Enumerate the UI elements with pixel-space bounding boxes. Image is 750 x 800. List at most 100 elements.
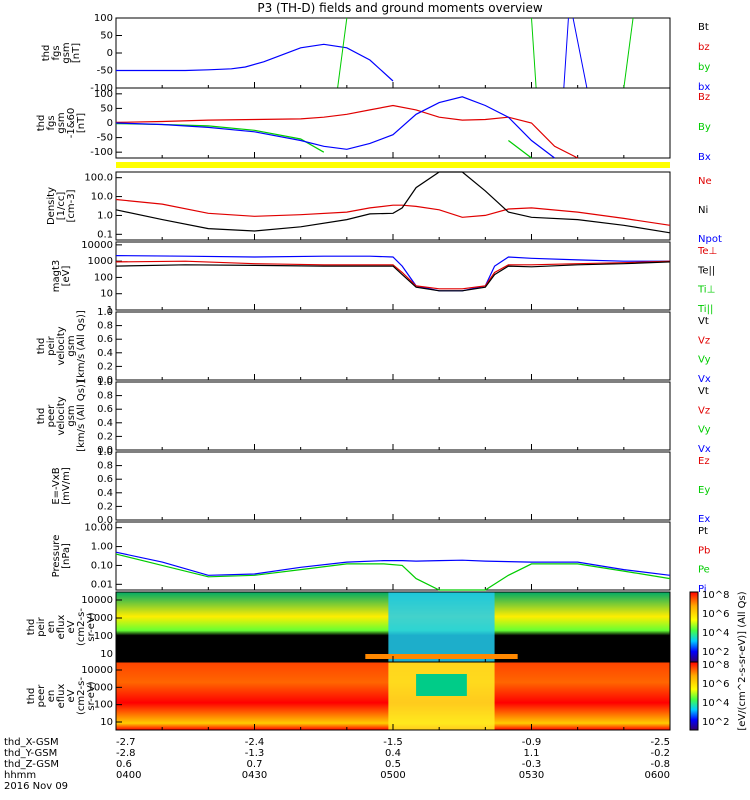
colorbar: 10^8 10^6 10^4 10^2 10^8 10^6 10^4 10^2 [eV/(cm^… <box>689 590 748 731</box>
legend-Vt: Vt <box>698 386 709 397</box>
y-axis-label-line: gsm <box>61 42 72 63</box>
y-axis-label-line: thd <box>26 688 37 705</box>
y-tick-label: 1 <box>107 305 113 316</box>
panel-fgs: 100 50 0 -50 -100 thdfgsgsm[nT] Bt bz by bx <box>41 13 710 94</box>
panel-density: 100.0 10.0 1.0 0.1 Density[1/cc][cm-3] Ne Ni Np… <box>46 171 722 245</box>
y-axis-label-line: peer <box>46 404 57 428</box>
y-axis-label: magt3[eV] <box>51 260 72 293</box>
series-bx-2 <box>563 17 588 89</box>
y-axis-label-line: magt3 <box>51 260 62 293</box>
footer-row-label: thd_Y-GSM <box>4 748 57 759</box>
footer-row-label: thd_Z-GSM <box>4 759 59 770</box>
y-tick-label: -100 <box>90 147 113 158</box>
legend-Ey: Ey <box>698 485 710 496</box>
y-axis-label-line: gsm <box>66 405 77 426</box>
y-axis-label: Density[1/cc][cm-3] <box>46 187 77 225</box>
footer-value: 0530 <box>519 770 544 781</box>
series-by-3 <box>623 17 634 89</box>
series-Bz <box>115 104 578 159</box>
y-tick-label: -50 <box>97 133 113 144</box>
footer-date: 2016 Nov 09 <box>4 781 68 792</box>
y-axis-label-line: gsm <box>66 335 77 356</box>
legend-Ti||: Ti|| <box>697 304 713 315</box>
legend-Bz: Bz <box>698 92 710 103</box>
y-axis-label-line: [eV] <box>61 266 72 287</box>
y-axis-label-line: [nPa] <box>61 543 72 569</box>
y-axis-label-line: velocity <box>56 326 67 365</box>
legend-Te⊥: Te⊥ <box>697 246 717 257</box>
legend-Ez: Ez <box>698 456 710 467</box>
y-axis-label-line: [km/s (All Qs)] <box>76 380 87 452</box>
y-axis-label: thdfgsgsm[nT] <box>41 42 82 63</box>
y-axis-label-line: thd <box>36 408 47 425</box>
y-axis-label-line: eflux <box>56 684 67 709</box>
y-axis-label-line: [nT] <box>71 43 82 63</box>
y-tick-label: 0.6 <box>97 404 113 415</box>
legend-Bt: Bt <box>698 22 709 33</box>
y-axis-label-line: eV <box>66 620 77 633</box>
y-tick-label: 100.0 <box>84 173 113 184</box>
y-tick-label: 10000 <box>81 665 113 676</box>
y-tick-label: 0.4 <box>97 348 113 359</box>
legend-Ti⊥: Ti⊥ <box>697 285 715 296</box>
panel-ve: 1.0 0.8 0.6 0.4 0.2 0.0 thdpeervelocitygsm[km/… <box>36 377 711 456</box>
footer-value: 0.6 <box>116 759 132 770</box>
y-axis-label: Pressure[nPa] <box>51 535 72 578</box>
figure-title: P3 (TH-D) fields and ground moments over… <box>257 1 542 15</box>
legend-Vy: Vy <box>698 425 711 436</box>
series-Te <box>115 260 671 290</box>
legend-Pi: Pi <box>698 584 707 595</box>
series-Bx <box>115 96 555 159</box>
footer-value: 1.1 <box>524 748 540 759</box>
y-tick-label: 100 <box>94 89 113 100</box>
footer-row-label: hhmm <box>4 770 36 781</box>
y-axis-label-line: Pressure <box>51 535 62 578</box>
colorbar-tick: 10^2 <box>702 717 729 728</box>
panel-frame <box>115 87 671 159</box>
y-tick-label: 10 <box>100 289 113 300</box>
legend-Ni: Ni <box>698 205 708 216</box>
y-tick-label: 0.0 <box>97 515 113 526</box>
legend-By: By <box>698 122 711 133</box>
panel-frame <box>115 451 671 521</box>
series-Pi <box>115 551 671 576</box>
legend-Pe: Pe <box>698 565 710 576</box>
colorbar-tick: 10^6 <box>702 609 729 620</box>
footer-value: 0.5 <box>385 759 401 770</box>
legend-Npot: Npot <box>698 234 722 245</box>
footer-value: 0600 <box>645 770 670 781</box>
y-tick-label: 1.0 <box>97 377 113 388</box>
y-axis-label-line: [km/s (All Qs)] <box>76 310 87 382</box>
y-axis-label-line: [cm-3] <box>66 189 77 222</box>
footer-row-label: thd_X-GSM <box>4 737 59 748</box>
y-tick-label: 1000 <box>88 613 113 624</box>
y-axis-label: thdpeerenefluxeV(cm2-s-sr-eV) <box>26 677 97 715</box>
y-tick-label: 1000 <box>88 682 113 693</box>
y-tick-label: 0.4 <box>97 488 113 499</box>
y-tick-label: 1000 <box>88 256 113 267</box>
series-Ti <box>115 255 670 292</box>
footer-value: 0.7 <box>247 759 263 770</box>
series-Tell <box>115 261 671 292</box>
series-Ne <box>115 198 671 226</box>
y-axis-label-line: fgs <box>46 115 57 130</box>
series-Ni <box>115 171 671 234</box>
y-axis-label-line: fgs <box>51 45 62 60</box>
y-axis-label: E=-VxB[mV/m] <box>51 467 72 505</box>
legend-Vt: Vt <box>698 316 709 327</box>
colorbar-tick: 10^6 <box>702 679 729 690</box>
legend-Te||: Te|| <box>697 265 715 276</box>
legend-Ex: Ex <box>698 514 710 525</box>
y-axis-label-line: E=-VxB <box>51 467 62 504</box>
panel-frame <box>115 171 671 241</box>
series-by <box>337 17 348 89</box>
colorbar-tick: 10^2 <box>702 647 729 658</box>
y-axis-label: thdfgsgsm-1&60[nT] <box>36 108 87 139</box>
series-by-2 <box>531 17 537 89</box>
time-axis-footer: thd_X-GSM -2.7 -2.4 -1.5 -0.9 -2.5 thd_Y-GSM -2… <box>4 737 670 792</box>
y-tick-label: 0.2 <box>97 431 113 442</box>
footer-value: -0.2 <box>650 748 670 759</box>
legend-Pb: Pb <box>698 545 710 556</box>
colorbar-tick: 10^8 <box>702 660 729 671</box>
legend-Vx: Vx <box>698 374 711 385</box>
